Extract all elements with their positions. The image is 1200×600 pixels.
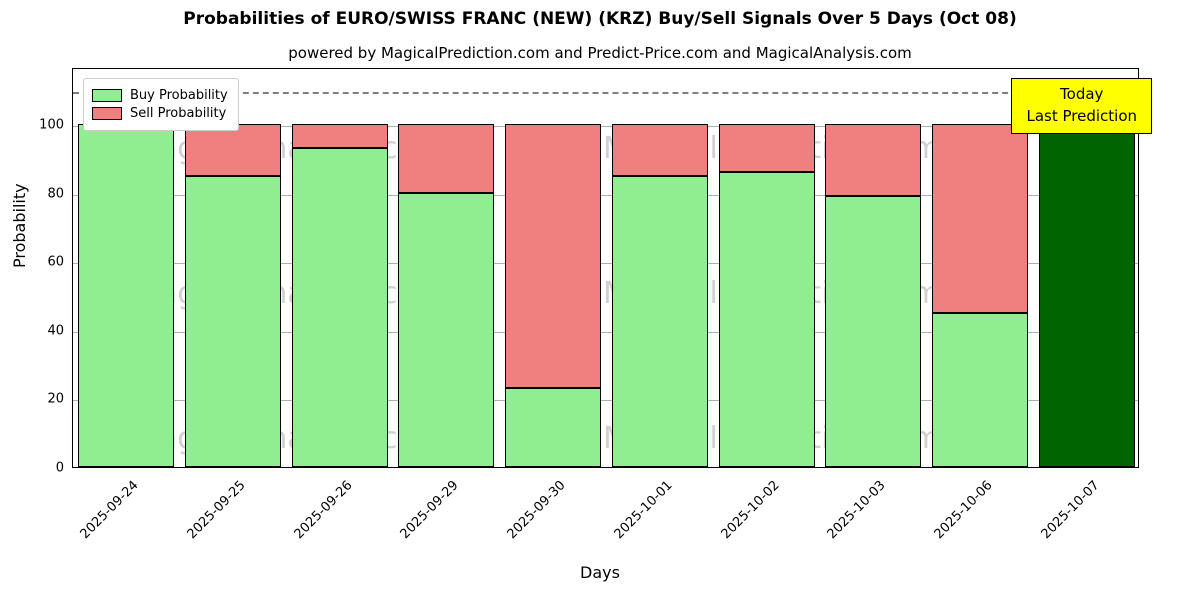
legend-entry-buy: Buy Probability [92,88,228,103]
bar-group-2025-10-07 [1038,67,1135,467]
bar-buy-segment [398,192,495,467]
bar-buy-segment [185,175,282,467]
bar-group-2025-09-25 [185,67,282,467]
y-tick-label-100: 100 [39,117,64,133]
x-tick-label-2025-10-06: 2025-10-06 [931,478,996,543]
legend: Buy Probability Sell Probability [83,78,239,131]
x-tick-label-2025-10-03: 2025-10-03 [824,478,889,543]
x-axis-label: Days [580,563,620,582]
bar-group-2025-09-29 [398,67,495,467]
x-tick-label-2025-09-24: 2025-09-24 [77,478,142,543]
x-tick-label-2025-09-25: 2025-09-25 [184,478,249,543]
x-tick-label-2025-10-02: 2025-10-02 [718,478,783,543]
bar-buy-segment [1038,124,1135,467]
bar-group-2025-10-01 [611,67,708,467]
bar-buy-segment [611,175,708,467]
bar-group-2025-09-26 [291,67,388,467]
bar-group-2025-09-30 [505,67,602,467]
bar-sell-segment [931,124,1028,313]
x-tick-label-2025-10-01: 2025-10-01 [611,478,676,543]
y-tick-label-0: 0 [55,460,64,476]
bar-sell-segment [718,124,815,173]
gridline-y-40 [73,331,1138,333]
x-tick-label-2025-09-30: 2025-09-30 [504,478,569,543]
threshold-dashed-line [73,91,1138,94]
legend-entry-sell: Sell Probability [92,106,228,121]
x-tick-label-2025-10-07: 2025-10-07 [1038,478,1103,543]
bar-sell-segment [185,124,282,176]
today-annotation: Today Last Prediction [1011,78,1152,134]
plot-area: MagicalAnalysis.comMagicalPrediction.com… [72,67,1152,468]
today-annotation-line1: Today [1060,85,1104,103]
chart-subtitle: powered by MagicalPrediction.com and Pre… [288,44,912,62]
bar-group-2025-10-03 [825,67,922,467]
gridline-y-100 [73,126,1138,128]
y-tick-label-80: 80 [47,186,64,202]
bar-buy-segment [931,312,1028,467]
y-tick-label-40: 40 [47,323,64,339]
bar-buy-segment [505,388,602,467]
x-tick-label-2025-09-29: 2025-09-29 [398,478,463,543]
bar-sell-segment [611,124,708,176]
bar-buy-segment [825,196,922,467]
bar-buy-segment [718,172,815,467]
bar-buy-segment [291,148,388,467]
x-tick-label-2025-09-26: 2025-09-26 [291,478,356,543]
legend-label-sell: Sell Probability [130,106,227,121]
today-annotation-line2: Last Prediction [1026,106,1137,125]
bar-buy-segment [78,124,175,467]
bar-sell-segment [825,124,922,197]
chart-title: Probabilities of EURO/SWISS FRANC (NEW) … [183,9,1017,29]
legend-swatch-buy [92,89,122,102]
y-tick-label-20: 20 [47,391,64,407]
gridline-y-20 [73,400,1138,402]
legend-swatch-sell [92,107,122,120]
bar-sell-segment [398,124,495,193]
bar-sell-segment [505,124,602,389]
bar-group-2025-10-02 [718,67,815,467]
bar-sell-segment [291,124,388,149]
y-tick-label-60: 60 [47,254,64,270]
gridline-y-60 [73,263,1138,265]
legend-label-buy: Buy Probability [130,88,228,103]
gridline-y-80 [73,194,1138,196]
bar-group-2025-10-06 [931,67,1028,467]
